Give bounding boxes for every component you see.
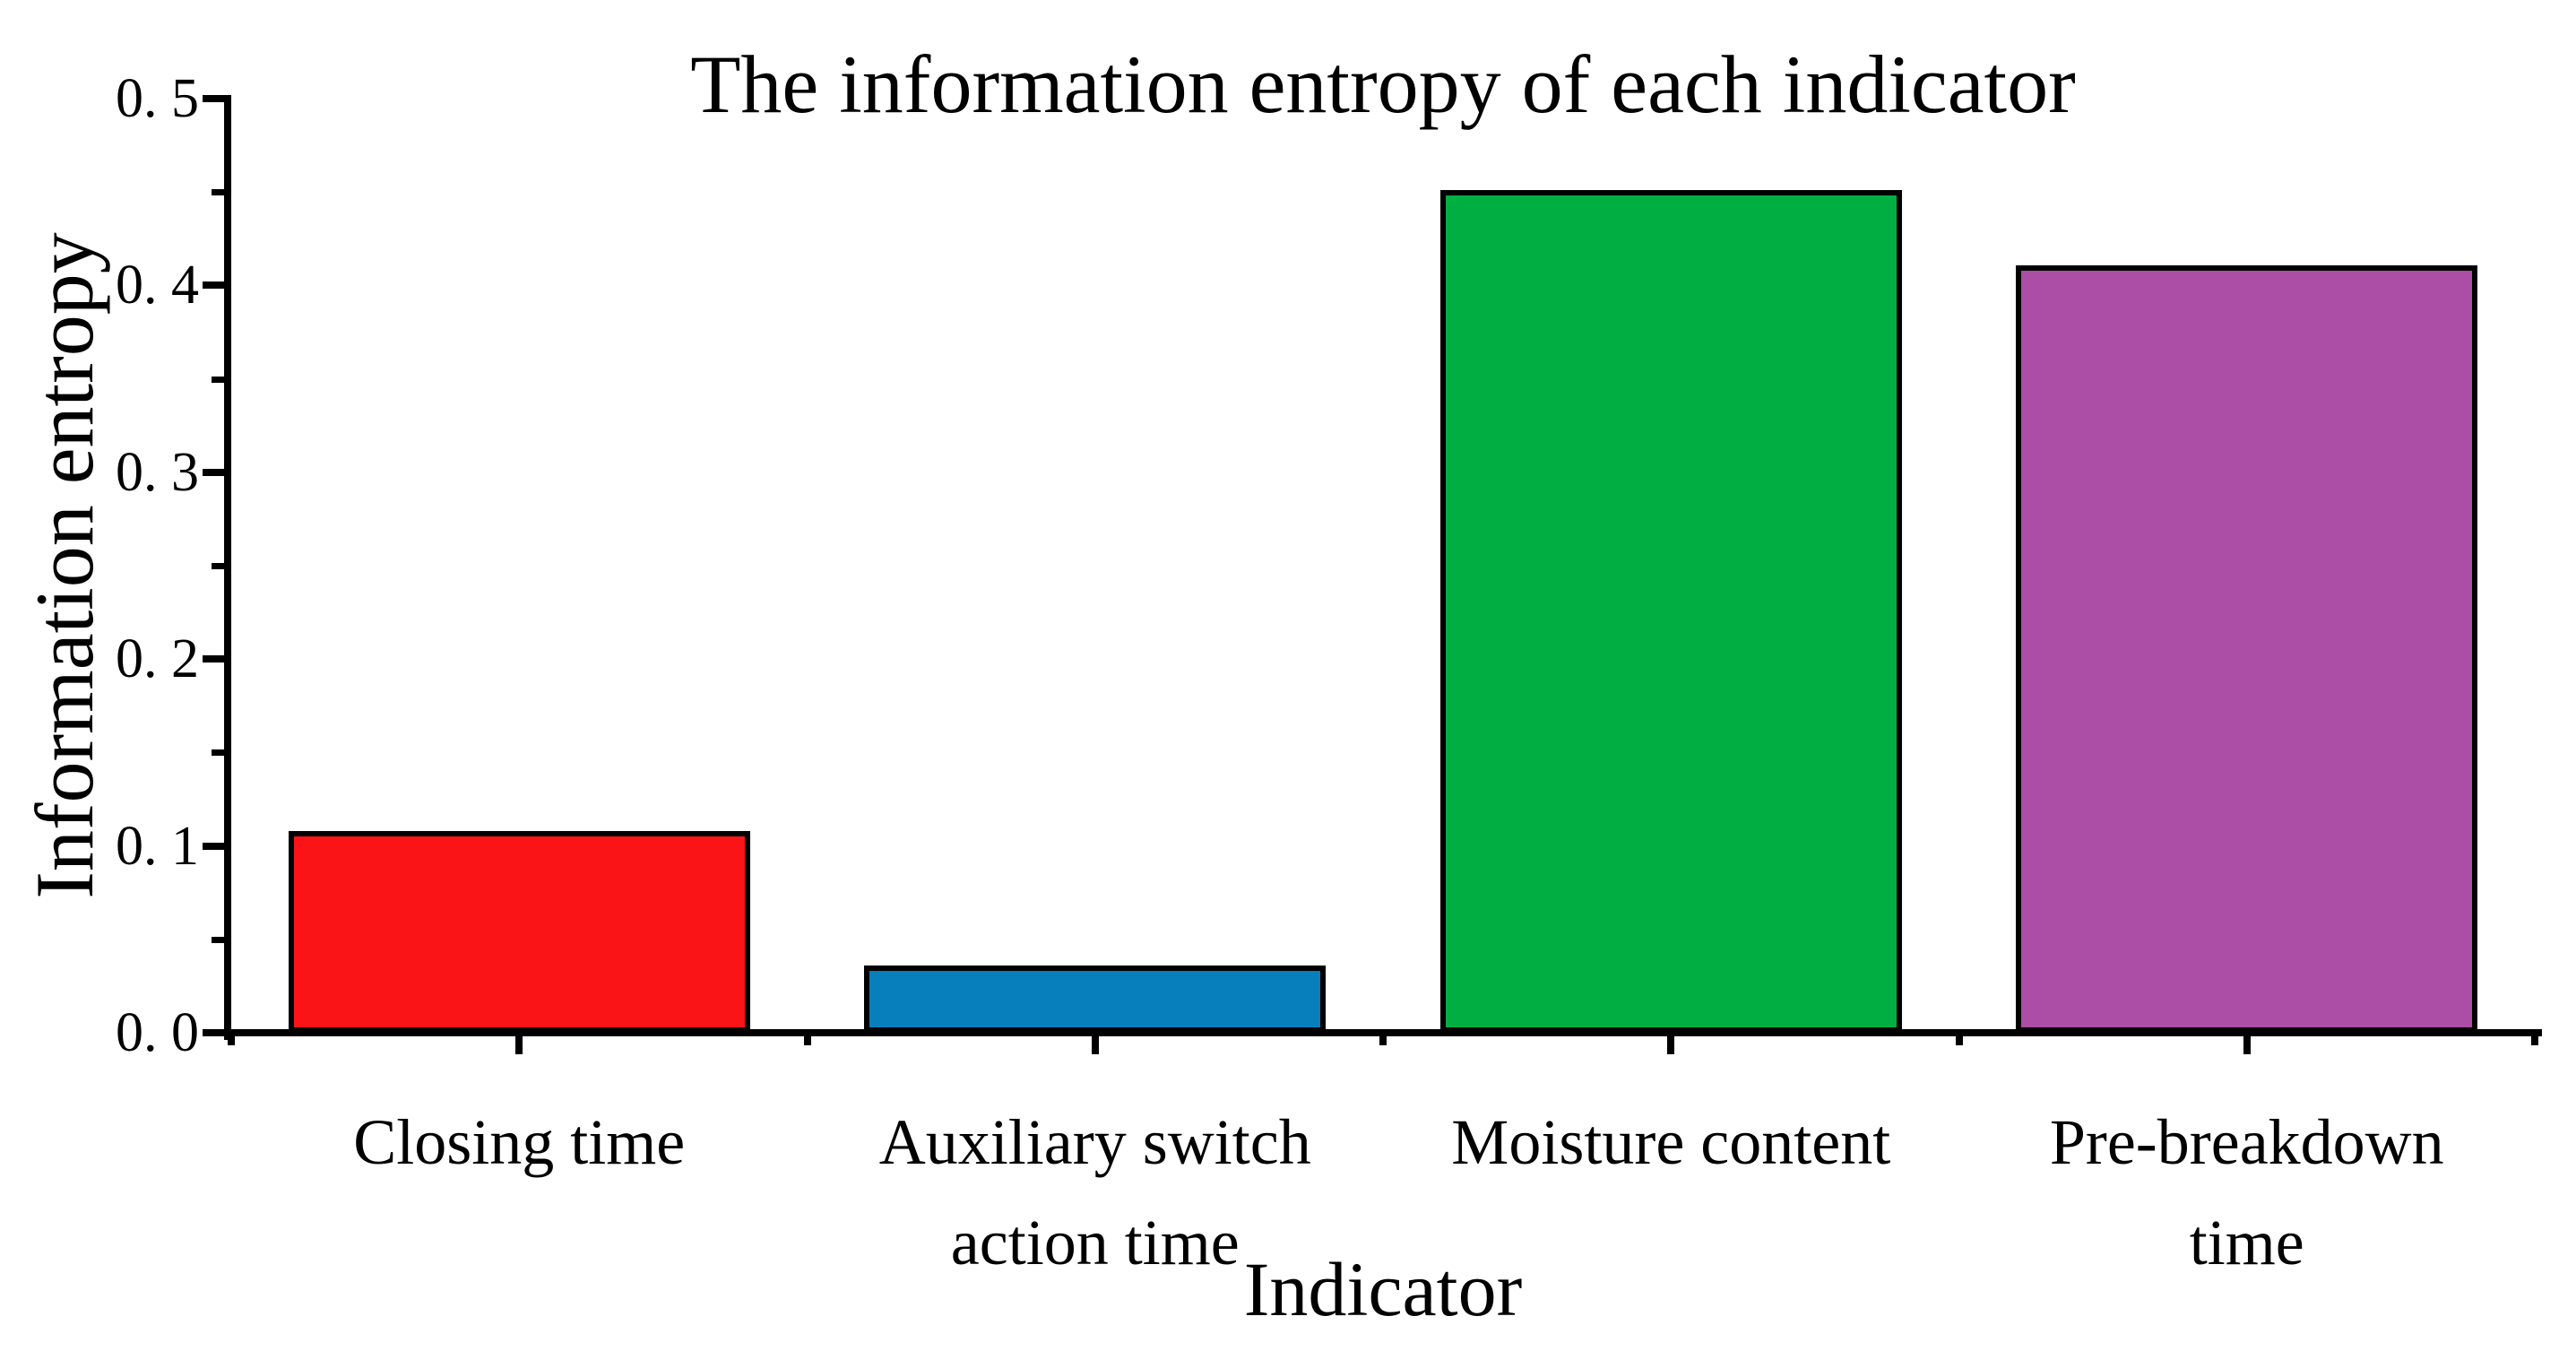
y-tick-label: 0. 1	[116, 815, 199, 877]
x-category-label-pre-breakdown-time: Pre-breakdown time	[1835, 1092, 2576, 1293]
x-minor-tick	[1955, 1033, 1963, 1045]
chart-title: The information entropy of each indicato…	[690, 39, 2076, 130]
x-major-tick	[1667, 1033, 1675, 1054]
y-major-tick	[203, 95, 224, 102]
x-category-label-line: Auxiliary switch	[878, 1106, 1311, 1178]
y-tick-label: 0. 3	[116, 441, 199, 503]
y-axis-label: Information entropy	[19, 232, 110, 899]
x-minor-tick	[228, 1033, 235, 1045]
y-tick-label: 0. 5	[116, 68, 199, 129]
y-minor-tick	[212, 749, 224, 757]
x-category-label-line: Closing time	[353, 1106, 686, 1178]
y-tick-label: 0. 0	[116, 1002, 199, 1063]
bar-closing-time	[288, 831, 750, 1033]
bar-moisture-content	[1439, 190, 1902, 1033]
y-major-tick	[203, 655, 224, 663]
x-minor-tick	[1379, 1033, 1387, 1045]
x-category-label-line: action time	[950, 1207, 1240, 1278]
y-minor-tick	[212, 936, 224, 943]
y-major-tick	[203, 281, 224, 290]
x-category-label-line: Pre-breakdown	[2049, 1106, 2444, 1178]
bar-pre-breakdown-time	[2016, 264, 2478, 1033]
x-major-tick	[2243, 1033, 2251, 1054]
y-minor-tick	[212, 563, 224, 569]
x-minor-tick	[2531, 1033, 2538, 1045]
y-major-tick	[203, 468, 224, 476]
x-major-tick	[1091, 1033, 1099, 1054]
y-major-tick	[203, 842, 224, 850]
y-minor-tick	[212, 376, 224, 383]
x-category-label-auxiliary-switch-action-time: Auxiliary switch action time	[683, 1092, 1508, 1293]
y-minor-tick	[212, 189, 224, 196]
y-axis-spine	[224, 95, 231, 1040]
y-major-tick	[203, 1029, 224, 1036]
x-category-label-line: time	[2189, 1207, 2304, 1278]
y-tick-label: 0. 2	[116, 628, 199, 690]
x-category-label-line: Moisture content	[1451, 1106, 1891, 1178]
bar-auxiliary-switch-action-time	[864, 966, 1327, 1033]
x-category-label-closing-time: Closing time	[107, 1092, 931, 1192]
x-major-tick	[515, 1033, 523, 1054]
x-minor-tick	[803, 1033, 811, 1045]
x-axis-label: Indicator	[1243, 1246, 1523, 1332]
x-category-label-moisture-content: Moisture content	[1258, 1092, 2083, 1192]
y-tick-label: 0. 4	[116, 255, 199, 316]
